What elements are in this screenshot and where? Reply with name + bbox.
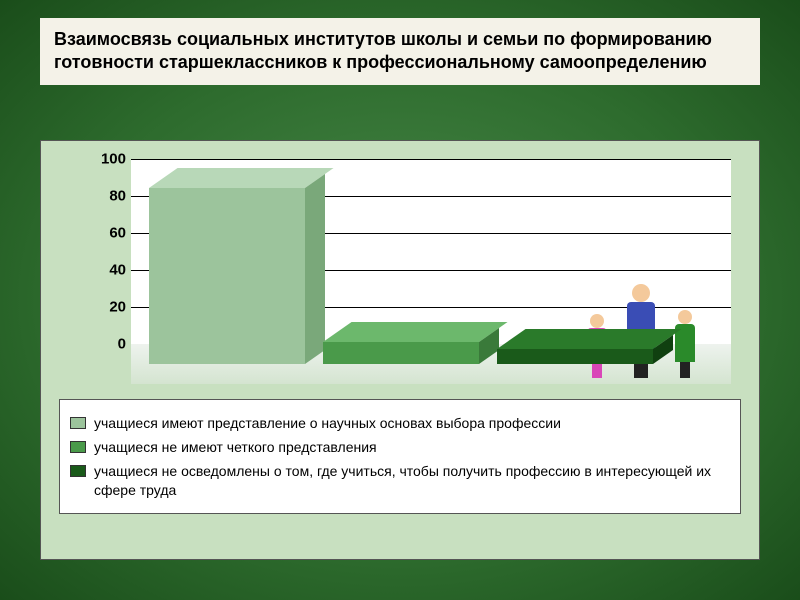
y-tick-label: 80 [66, 188, 126, 205]
slide-title: Взаимосвязь социальных институтов школы … [40, 18, 760, 85]
y-tick-label: 60 [66, 225, 126, 242]
legend-item: учащиеся имеют представление о научных о… [70, 414, 730, 432]
y-tick-label: 0 [66, 336, 126, 353]
legend: учащиеся имеют представление о научных о… [59, 399, 741, 514]
y-tick-label: 100 [66, 151, 126, 168]
bar [497, 349, 653, 364]
y-axis: 020406080100 [61, 159, 126, 384]
legend-label: учащиеся не осведомлены о том, где учить… [94, 462, 730, 498]
legend-label: учащиеся имеют представление о научных о… [94, 414, 561, 432]
legend-item: учащиеся не имеют четкого представления [70, 438, 730, 456]
chart-panel: 0 20 40 60 80 100 учащиеся имеют представлени… [40, 140, 760, 560]
legend-swatch [70, 465, 86, 477]
bar [323, 342, 479, 364]
legend-swatch [70, 441, 86, 453]
person-icon [669, 310, 701, 378]
legend-item: учащиеся не осведомлены о том, где учить… [70, 462, 730, 498]
legend-swatch [70, 417, 86, 429]
gridline [131, 159, 731, 160]
y-tick-label: 20 [66, 299, 126, 316]
legend-label: учащиеся не имеют четкого представления [94, 438, 377, 456]
y-tick-label: 40 [66, 262, 126, 279]
plot-area [131, 159, 731, 384]
bar [149, 188, 305, 364]
